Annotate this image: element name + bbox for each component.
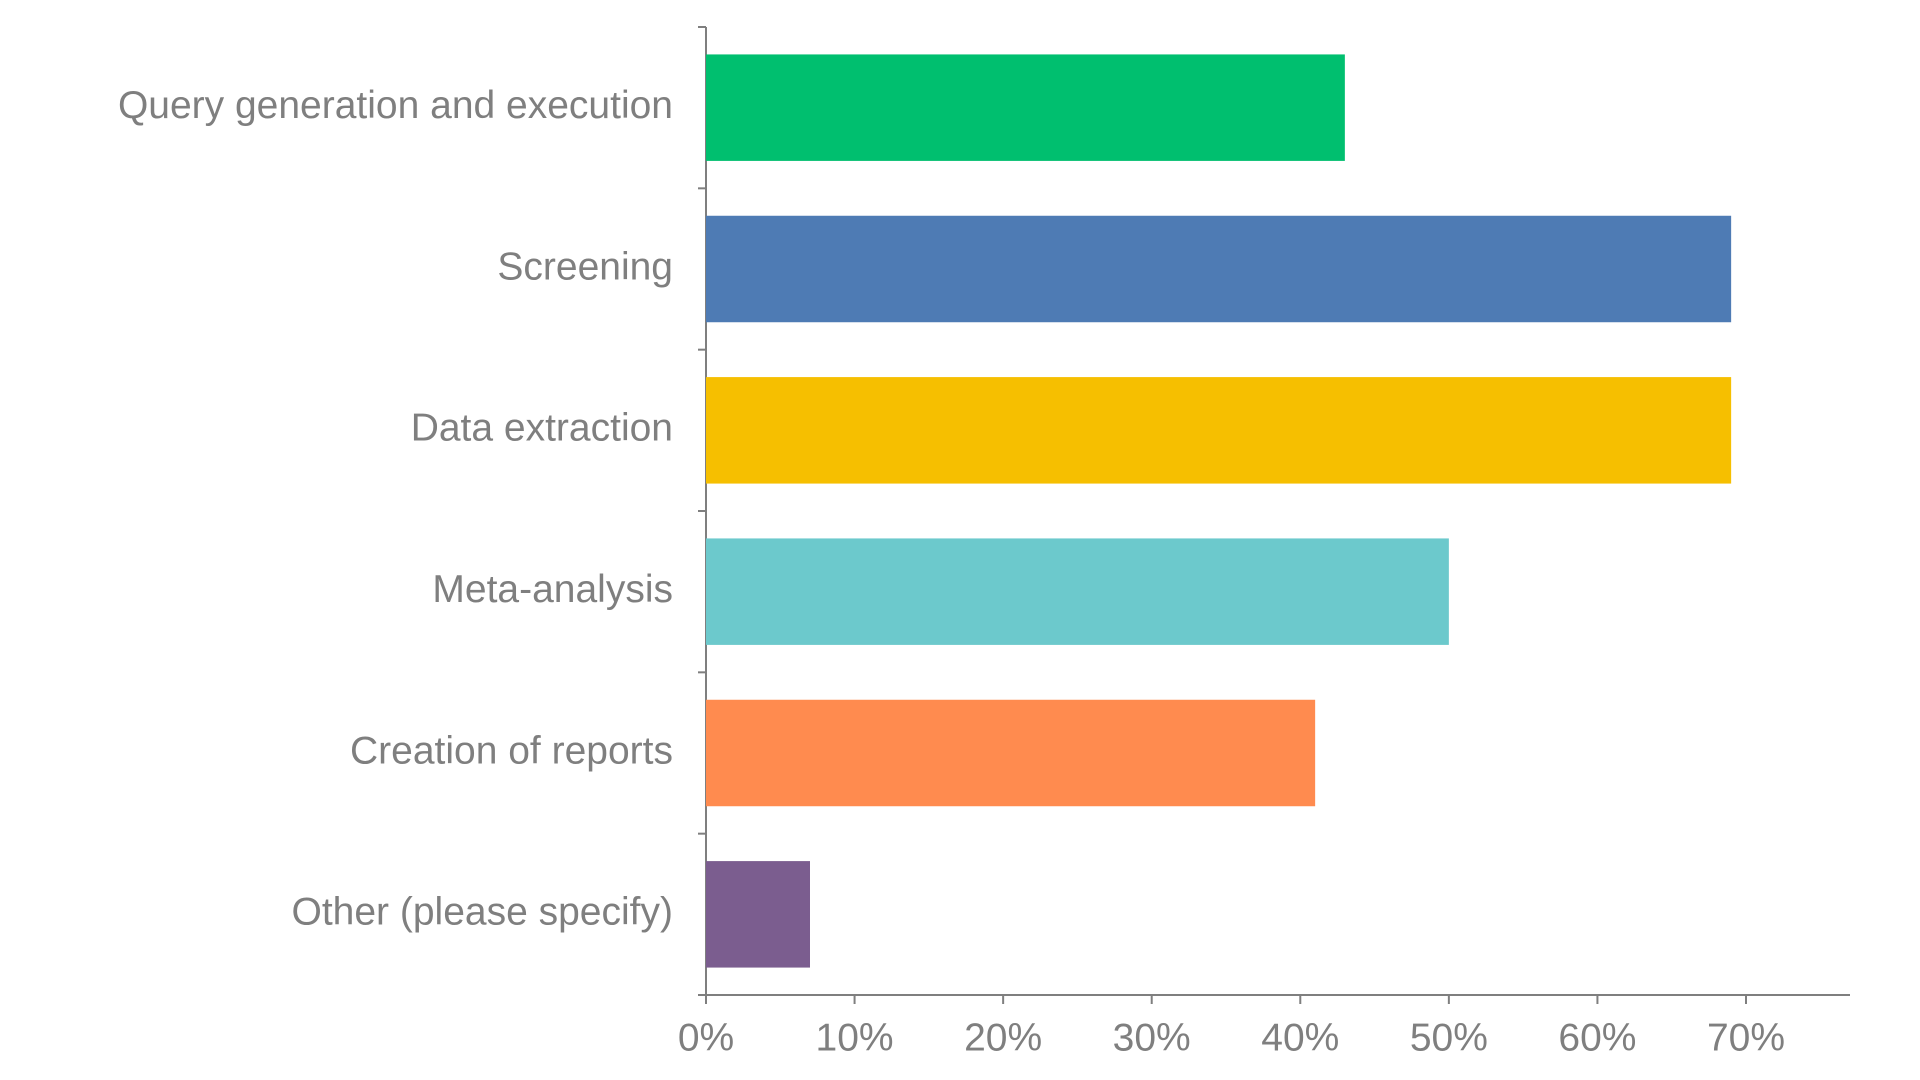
bar bbox=[706, 54, 1345, 161]
x-tick-label: 40% bbox=[1261, 1016, 1339, 1059]
y-tick-label: Data extraction bbox=[411, 407, 673, 450]
x-tick-label: 10% bbox=[816, 1016, 894, 1059]
x-tick-label: 60% bbox=[1558, 1016, 1636, 1059]
bar bbox=[706, 538, 1449, 645]
x-tick-label: 20% bbox=[964, 1016, 1042, 1059]
x-tick-label: 70% bbox=[1707, 1016, 1785, 1059]
x-tick-label: 50% bbox=[1410, 1016, 1488, 1059]
y-tick-label: Query generation and execution bbox=[118, 84, 673, 127]
x-tick-label: 0% bbox=[678, 1016, 734, 1059]
bar bbox=[706, 699, 1316, 807]
x-tick-label: 30% bbox=[1113, 1016, 1191, 1059]
bar bbox=[706, 377, 1732, 484]
bar bbox=[706, 215, 1732, 323]
y-tick-label: Other (please specify) bbox=[292, 891, 674, 934]
bar bbox=[706, 861, 810, 968]
y-tick-label: Screening bbox=[497, 245, 673, 288]
y-tick-label: Creation of reports bbox=[350, 729, 673, 772]
y-tick-label: Meta-analysis bbox=[432, 568, 673, 611]
